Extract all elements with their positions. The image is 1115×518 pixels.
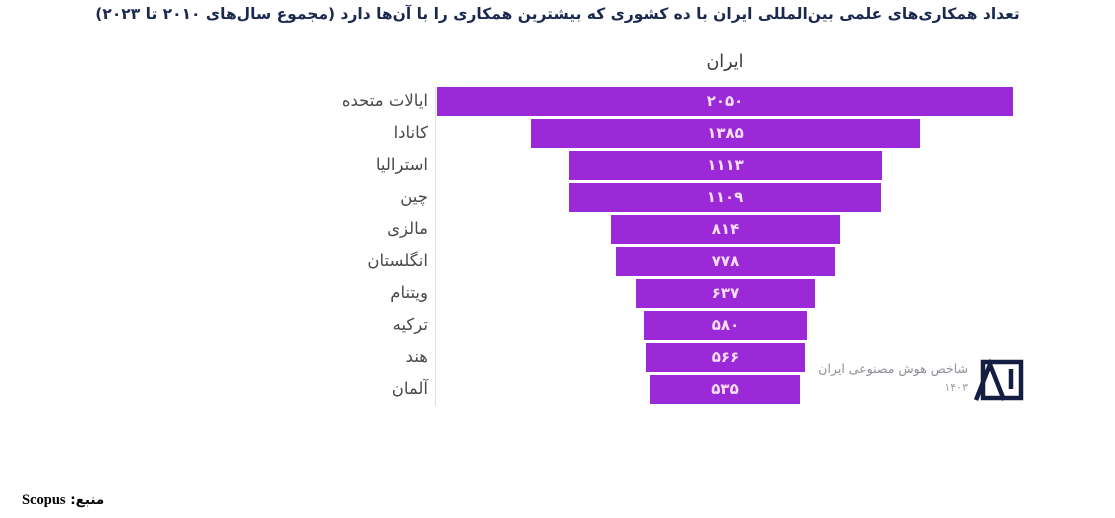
- funnel-bar: ۵۸۰: [644, 311, 807, 340]
- country-label: هند: [405, 347, 428, 366]
- country-label: مالزی: [387, 219, 428, 238]
- funnel-bar: ۵۳۵: [650, 375, 800, 404]
- bar-value-label: ۶۳۷: [711, 284, 740, 302]
- bar-value-label: ۵۸۰: [711, 316, 740, 334]
- brand-name: شاخص هوش مصنوعی ایران: [818, 361, 968, 376]
- funnel-bar: ۶۳۷: [636, 279, 815, 308]
- funnel-bar: ۵۶۶: [646, 343, 805, 372]
- country-label: آلمان: [391, 379, 428, 398]
- funnel-bar: ۲۰۵۰: [437, 87, 1013, 116]
- funnel-bar: ۱۳۸۵: [531, 119, 920, 148]
- country-label: انگلستان: [367, 251, 428, 270]
- ai-logo-icon: [974, 358, 1024, 401]
- bar-value-label: ۵۶۶: [711, 348, 740, 366]
- bar-value-label: ۵۳۵: [711, 380, 739, 398]
- country-label: ویتنام: [390, 283, 428, 302]
- source-label: منبع:: [70, 492, 105, 508]
- country-label: ایالات متحده: [341, 91, 428, 110]
- bar-value-label: ۱۱۱۳: [707, 156, 744, 174]
- source-line: منبع: Scopus: [22, 492, 104, 509]
- series-title: ایران: [706, 52, 744, 72]
- bar-value-label: ۱۳۸۵: [707, 124, 744, 142]
- funnel-bar: ۷۷۸: [616, 247, 835, 276]
- bar-value-label: ۷۷۸: [711, 252, 740, 270]
- bar-value-label: ۸۱۴: [711, 220, 740, 238]
- funnel-bar: ۱۱۰۹: [569, 183, 881, 212]
- country-label: کانادا: [393, 123, 428, 142]
- source-value: Scopus: [22, 492, 66, 508]
- funnel-bar: ۸۱۴: [611, 215, 840, 244]
- bar-value-label: ۱۱۰۹: [706, 188, 744, 206]
- chart-main-title: تعداد همکاری‌های علمی بین‌المللی ایران ب…: [95, 5, 1020, 23]
- funnel-bar: ۱۱۱۳: [569, 151, 882, 180]
- brand-year: ۱۴۰۳: [944, 381, 968, 394]
- country-label: ترکیه: [392, 315, 428, 334]
- y-axis-line: [435, 87, 436, 406]
- bar-value-label: ۲۰۵۰: [706, 92, 744, 110]
- country-label: چین: [400, 187, 428, 206]
- country-label: استرالیا: [375, 155, 428, 174]
